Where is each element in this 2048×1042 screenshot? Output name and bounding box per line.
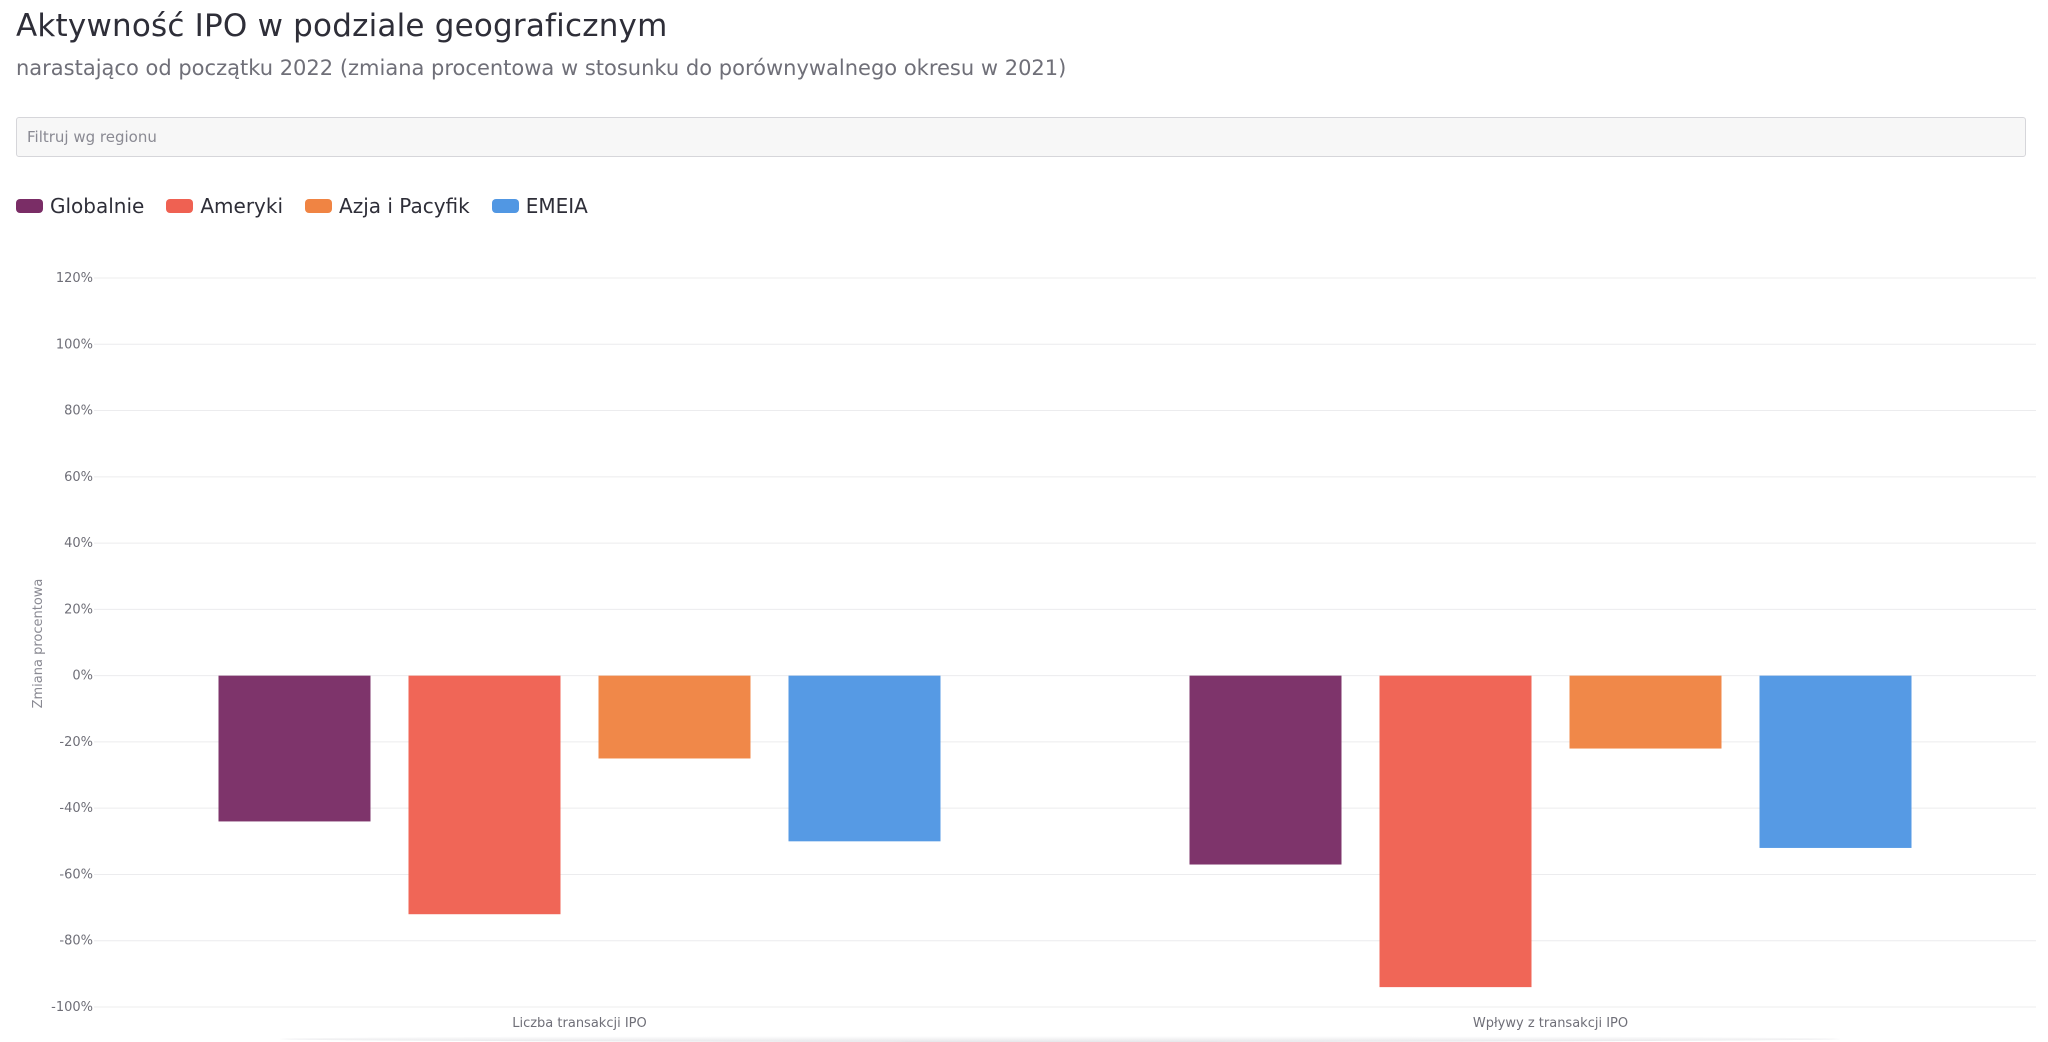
bar-ameryki-1[interactable] xyxy=(408,675,561,915)
x-category-label: Wpływy z transakcji IPO xyxy=(1473,1016,1628,1031)
legend-item-ameryki[interactable]: Ameryki xyxy=(166,194,283,218)
bar-azja-i-pacyfik-2[interactable] xyxy=(1569,675,1722,749)
legend-item-azja-i-pacyfik[interactable]: Azja i Pacyfik xyxy=(305,194,470,218)
chart-legend: Globalnie Ameryki Azja i Pacyfik EMEIA xyxy=(16,194,610,218)
y-tick-label: 120% xyxy=(56,271,93,286)
x-axis-labels: Liczba transakcji IPO Wpływy z transakcji… xyxy=(512,1016,1628,1031)
y-tick-label: 100% xyxy=(56,337,93,352)
x-category-label: Liczba transakcji IPO xyxy=(512,1016,647,1031)
y-tick-label: -80% xyxy=(59,934,93,949)
bar-globalnie-2[interactable] xyxy=(1189,675,1342,865)
legend-swatch-azja-i-pacyfik xyxy=(305,199,333,213)
y-tick-label: -100% xyxy=(51,1000,93,1015)
bar-azja-i-pacyfik-1[interactable] xyxy=(598,675,751,759)
legend-label-globalnie: Globalnie xyxy=(50,194,145,218)
y-axis-title: Zmiana procentowa xyxy=(31,579,46,709)
legend-swatch-ameryki xyxy=(166,199,194,213)
page-title: Aktywność IPO w podziale geograficznym xyxy=(16,8,668,44)
y-tick-label: -40% xyxy=(59,801,93,816)
y-tick-label: 20% xyxy=(64,602,93,617)
bar-emeia-1[interactable] xyxy=(788,675,941,842)
y-tick-label: 60% xyxy=(64,470,93,485)
legend-label-azja-i-pacyfik: Azja i Pacyfik xyxy=(339,194,470,218)
legend-item-globalnie[interactable]: Globalnie xyxy=(16,194,144,218)
y-tick-label: 40% xyxy=(64,536,93,551)
bar-ameryki-2[interactable] xyxy=(1379,675,1532,988)
bars xyxy=(218,675,1912,988)
legend-swatch-globalnie xyxy=(16,199,43,213)
bottom-shadow xyxy=(280,1036,1840,1042)
legend-label-emeia: EMEIA xyxy=(525,194,588,218)
page-subtitle: narastająco od początku 2022 (zmiana pro… xyxy=(16,56,1067,80)
y-tick-label: -20% xyxy=(59,735,93,750)
y-tick-label: 80% xyxy=(64,404,93,419)
bar-emeia-2[interactable] xyxy=(1759,675,1912,848)
grid-lines xyxy=(94,277,2036,1008)
y-tick-label: -60% xyxy=(59,867,93,882)
legend-item-emeia[interactable]: EMEIA xyxy=(491,194,588,218)
legend-label-ameryki: Ameryki xyxy=(200,194,284,218)
legend-swatch-emeia xyxy=(491,199,519,213)
y-tick-label: 0% xyxy=(72,669,93,684)
region-filter-input[interactable] xyxy=(16,117,2026,157)
bar-globalnie-1[interactable] xyxy=(218,675,371,822)
y-axis-ticks: 120% 100% 80% 60% 40% 20% 0% -20% -40% -60% -80% -1… xyxy=(51,271,93,1015)
